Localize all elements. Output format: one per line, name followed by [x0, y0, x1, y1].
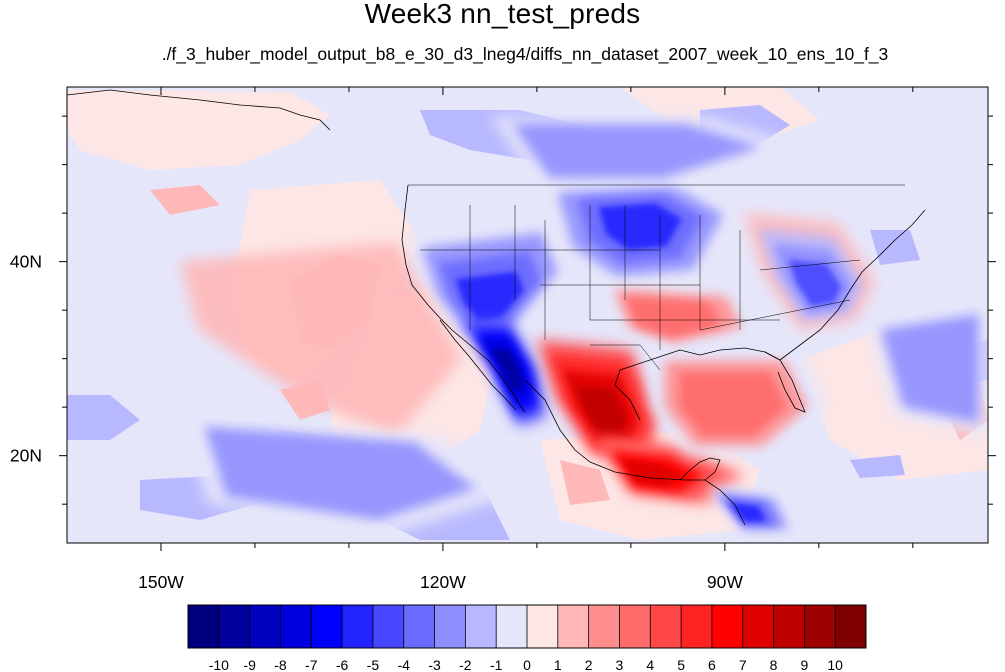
colorbar-label: 8 — [770, 657, 778, 672]
pacific-cold-band-layer — [204, 426, 475, 520]
map-title: Week3 nn_test_preds — [364, 0, 641, 29]
canada-cold-band-layer — [512, 123, 761, 179]
pacific-warm-band-layer — [179, 242, 462, 437]
lon-label: 120W — [420, 572, 466, 592]
colorbar-label: -7 — [305, 657, 318, 672]
colorbar-labels: -10 -9 -8 -7 -6 -5 -4 -3 -2 -1 0 1 2 3 4 5 6 7 8 9 10 — [209, 657, 843, 672]
colorbar-label: 6 — [708, 657, 716, 672]
colorbar-swatch — [311, 605, 343, 648]
texas-warm-anomaly-layer — [625, 296, 722, 338]
colorbar-swatch — [588, 605, 620, 648]
map-plot-area — [67, 87, 988, 543]
mexico-warm-core-layer — [576, 385, 626, 433]
map-frame — [66, 86, 989, 544]
colorbar-swatch — [835, 605, 867, 648]
colorbar-label: 10 — [827, 657, 843, 672]
colorbar-label: -1 — [490, 657, 503, 672]
colorbar-swatch — [403, 605, 435, 648]
west-cold-anomaly-layer — [456, 271, 524, 322]
colorbar-label: 2 — [585, 657, 593, 672]
colorbar-label: 3 — [616, 657, 624, 672]
gulf-warm-anomaly-layer — [679, 372, 787, 437]
axis-ticks — [59, 87, 996, 551]
colorbar-label: 5 — [677, 657, 685, 672]
atlantic-cold-band-layer — [880, 313, 979, 423]
colorbar-label: -10 — [209, 657, 229, 672]
south-mexico-warm-layer — [621, 459, 682, 487]
colorbar-swatch — [218, 605, 250, 648]
colorbar-label: -3 — [428, 657, 441, 672]
colorbar-label: 9 — [800, 657, 808, 672]
longitude-labels: 150W 120W 90W — [138, 572, 743, 592]
colorbar-swatch — [496, 605, 528, 648]
colorbar-swatch — [372, 605, 405, 648]
colorbar-swatch — [342, 605, 374, 648]
map-subtitle: ./f_3_huber_model_output_b8_e_30_d3_lneg… — [161, 44, 889, 64]
colorbar — [187, 604, 867, 649]
colorbar-swatch — [557, 605, 589, 648]
colorbar-label: 1 — [554, 657, 562, 672]
colorbar-swatch — [742, 605, 774, 648]
lat-label: 40N — [10, 252, 42, 272]
colorbar-label: 7 — [739, 657, 747, 672]
colorbar-label: -9 — [243, 657, 256, 672]
colorbar-swatch — [280, 605, 312, 648]
coastlines — [67, 89, 926, 526]
colorbar-label: -2 — [459, 657, 472, 672]
colorbar-frame — [187, 604, 867, 649]
colorbar-swatch — [711, 605, 744, 648]
colorbar-swatch — [804, 605, 836, 648]
colorbar-swatch — [465, 605, 497, 648]
anomaly-blobs — [179, 116, 988, 534]
colorbar-label: 4 — [646, 657, 654, 672]
latitude-labels: 40N 20N — [10, 252, 42, 466]
colorbar-swatch — [434, 605, 466, 648]
colorbar-label: -4 — [398, 657, 411, 672]
colorbar-swatch — [681, 605, 713, 648]
plains-cold-anomaly-layer — [598, 203, 682, 250]
lat-label: 20N — [10, 446, 42, 466]
colorbar-label: -6 — [336, 657, 349, 672]
colorbar-swatch — [188, 605, 220, 648]
east-cold-anomaly-layer — [788, 259, 842, 307]
colorbar-swatch — [773, 605, 805, 648]
baja-cold-core-layer — [489, 348, 524, 392]
colorbar-label: -5 — [367, 657, 380, 672]
colorbar-swatch — [527, 605, 559, 648]
colorbar-swatch — [619, 605, 651, 648]
central-america-cold-layer — [728, 502, 767, 522]
colorbar-swatch — [650, 605, 682, 648]
lon-label: 150W — [138, 572, 184, 592]
state-borders — [408, 184, 905, 371]
colorbar-label: 0 — [523, 657, 531, 672]
colorbar-swatch — [249, 605, 281, 648]
colorbar-label: -8 — [274, 657, 287, 672]
lon-label: 90W — [707, 572, 743, 592]
